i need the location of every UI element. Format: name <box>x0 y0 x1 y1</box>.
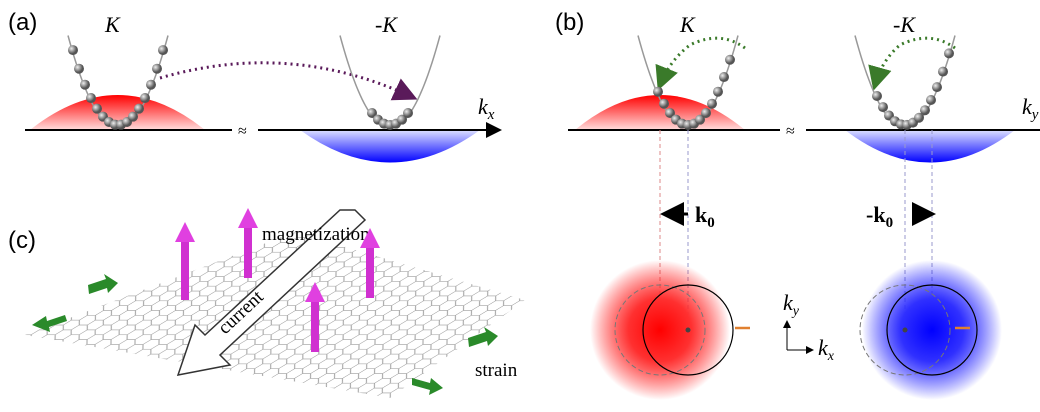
shift-sub: 0 <box>886 215 894 231</box>
electron <box>403 108 413 118</box>
magnetization-shaft <box>244 228 252 278</box>
magnetization-shaft <box>181 242 189 300</box>
magnetization-label: magnetization <box>262 224 370 245</box>
strain-label: strain <box>475 360 518 381</box>
magnetization-head <box>175 222 195 242</box>
valley-label: -K <box>375 12 398 37</box>
axis-label: ky <box>783 290 800 319</box>
axis-label: ky <box>1022 94 1039 123</box>
electron <box>707 99 717 109</box>
shift-label: k0 <box>695 202 715 231</box>
axis-sub: x <box>827 349 835 364</box>
electron <box>92 104 102 114</box>
panel-label: (a) <box>8 9 37 36</box>
valley-label: K <box>104 12 121 37</box>
axis-sub: y <box>1030 107 1039 123</box>
electron <box>719 72 729 82</box>
valley-label: -K <box>893 12 916 37</box>
scatter-arrow <box>875 38 955 85</box>
center <box>686 328 691 333</box>
electron <box>713 87 723 97</box>
valley-label: K <box>679 12 696 37</box>
electron <box>80 80 90 90</box>
electron <box>128 112 138 122</box>
axis-label: kx <box>478 94 495 123</box>
panel-label: (c) <box>8 227 36 254</box>
lattice <box>0 220 540 410</box>
shift-base: -k <box>866 202 886 227</box>
shift-sub: 0 <box>707 215 715 231</box>
red-cloud <box>590 260 730 400</box>
band <box>340 36 440 129</box>
axis-sub: x <box>487 107 495 123</box>
transfer-arrow <box>160 63 412 97</box>
electron <box>701 108 711 118</box>
axis-label: kx <box>818 335 835 364</box>
electron <box>653 87 663 97</box>
panel-label: (b) <box>555 9 584 36</box>
axis-sub: y <box>791 304 800 319</box>
electron <box>938 67 948 77</box>
break-mark: ≈ <box>786 123 795 140</box>
magnetization-shaft <box>366 248 374 298</box>
panel-b: (b) ≈ K -K ky k0 -k0 ky kx <box>555 9 1040 400</box>
blue-cloud <box>862 260 1002 400</box>
electron <box>152 64 162 74</box>
center <box>903 328 908 333</box>
magnetization-shaft <box>311 302 319 352</box>
break-mark: ≈ <box>238 123 247 140</box>
electron <box>146 80 156 90</box>
electron <box>944 48 954 58</box>
figure: (a) ≈ K -K kx (b) ≈ K -K ky k0 -k0 ky kx… <box>0 0 1040 412</box>
magnetization-head <box>238 208 258 228</box>
electron <box>725 55 735 65</box>
electron <box>926 95 936 105</box>
band <box>855 36 955 129</box>
blue-distribution <box>845 130 1015 163</box>
shift-label: -k0 <box>866 202 893 231</box>
electron <box>134 104 144 114</box>
shift-base: k <box>695 202 708 227</box>
electron <box>68 45 78 55</box>
blue-distribution <box>300 130 480 163</box>
electron <box>140 93 150 103</box>
electron <box>872 91 882 101</box>
electron <box>659 99 669 109</box>
electron <box>932 82 942 92</box>
electron <box>878 102 888 112</box>
electron <box>86 93 96 103</box>
panel-c: (c) current magnetization strain <box>0 210 540 410</box>
electron <box>920 105 930 115</box>
electron <box>158 45 168 55</box>
electron <box>74 64 84 74</box>
